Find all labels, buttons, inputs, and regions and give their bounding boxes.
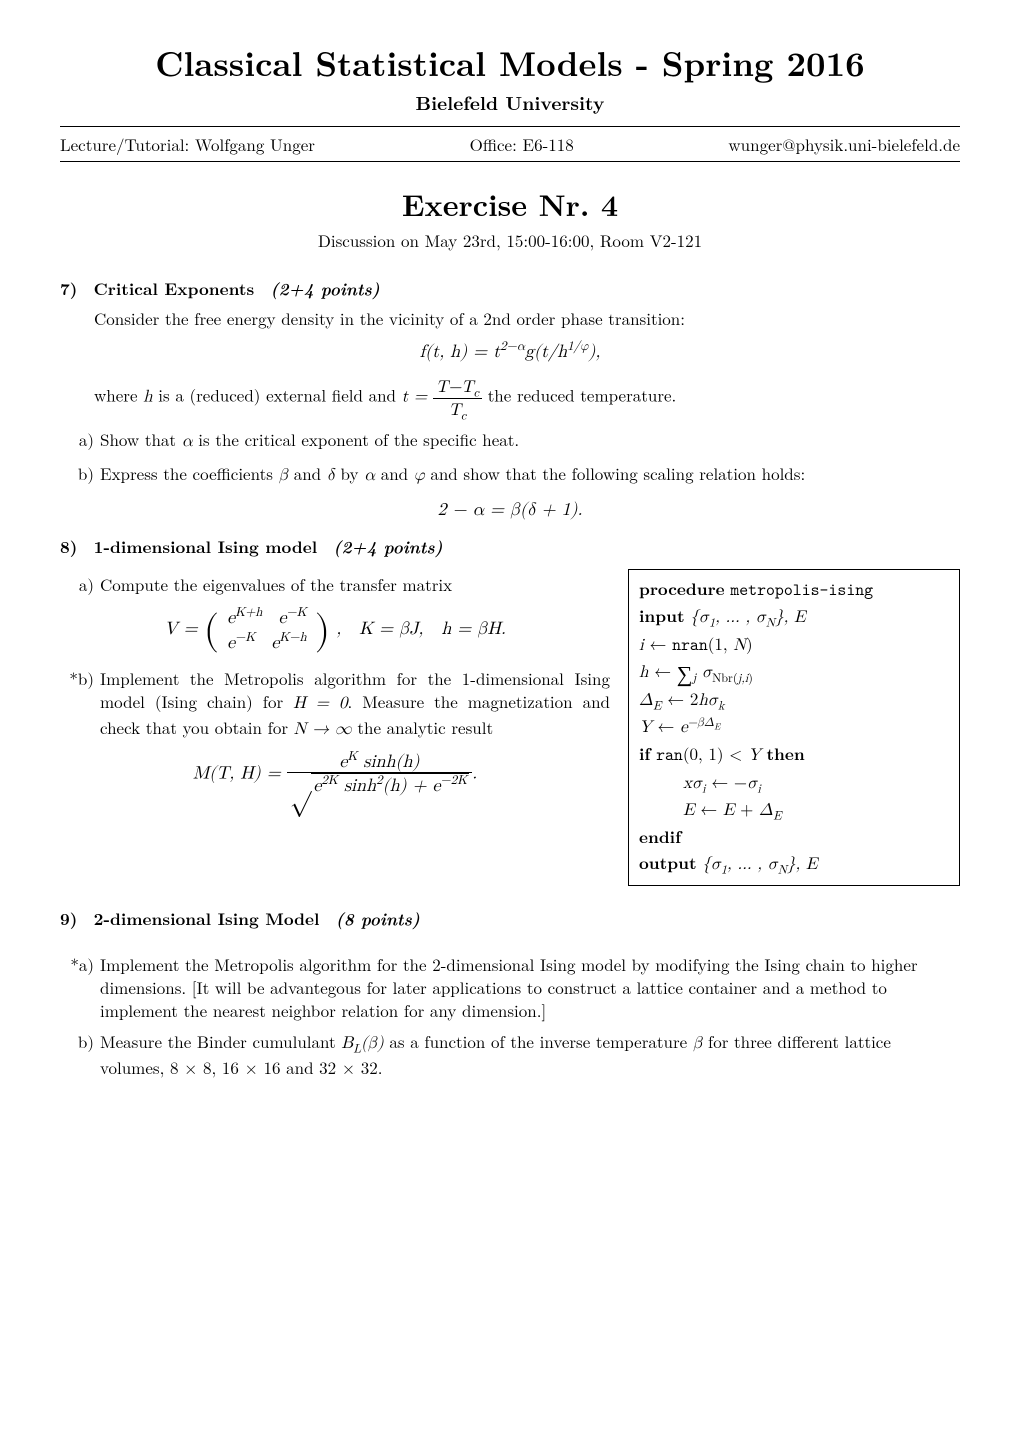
algo-l3: ΔE ← 2hσk — [639, 686, 949, 714]
q8a-text: Compute the eigenvalues of the transfer … — [100, 573, 610, 596]
q9b-label: b) — [60, 1030, 100, 1079]
q8-label: 8) — [60, 535, 77, 559]
q9b-text: Measure the Binder cumululant BL(β) as a… — [100, 1030, 960, 1079]
algorithm-box: procedure metropolis-ising input {σ1, … … — [628, 569, 960, 886]
q7-points: (2+4 points) — [271, 277, 380, 301]
rule-top — [60, 126, 960, 127]
q8b-text: Implement the Metropolis algorithm for t… — [100, 667, 610, 742]
q8-mth: M(T, H) = eK sinh(h) √e2K sinh2(h) + e−2… — [60, 752, 610, 797]
office: Office: E6-118 — [470, 133, 574, 156]
q7b-label: b) — [60, 462, 100, 488]
q7b: b) Express the coefficients β and δ by α… — [60, 462, 960, 488]
q7-eq1: f(t, h) = t2−αg(t/h1/φ), — [60, 340, 960, 364]
q8b-label: *b) — [60, 667, 100, 742]
q8-left-column: a) Compute the eigenvalues of the transf… — [60, 565, 610, 809]
kw-output: output — [639, 851, 697, 875]
kw-then: then — [766, 742, 804, 766]
q7-eq2: 2 − α = β(δ + 1). — [60, 498, 960, 522]
q8-heading: 8) 1-dimensional Ising model (2+4 points… — [60, 536, 960, 559]
q9-label: 9) — [60, 907, 77, 931]
algo-input: input {σ1, … , σN}, E — [639, 603, 949, 631]
email: wunger@physik.uni-bielefeld.de — [728, 133, 960, 156]
university-name: Bielefeld University — [60, 90, 960, 116]
q7-label: 7) — [60, 277, 77, 301]
rule-bottom — [60, 161, 960, 162]
q8-title: 1-dimensional Ising model — [94, 535, 317, 559]
q7b-text: Express the coefficients β and δ by α an… — [100, 462, 960, 488]
algo-proc: procedure metropolis-ising — [639, 576, 949, 603]
algo-l5: xσi ← −σi — [639, 769, 949, 797]
q7-intro: Consider the free energy density in the … — [94, 307, 960, 330]
algo-l2: h ← ∑j σNbr(j,i) — [639, 658, 949, 686]
q7-where: where h is a (reduced) external field an… — [94, 376, 960, 420]
algo-l1: i ← nran(1, N) — [639, 631, 949, 659]
info-row: Lecture/Tutorial: Wolfgang Unger Office:… — [60, 133, 960, 156]
q8-points: (2+4 points) — [333, 535, 442, 559]
algo-output: output {σ1, … , σN}, E — [639, 850, 949, 878]
q7-where-pre: where — [94, 383, 143, 407]
lecturer: Lecture/Tutorial: Wolfgang Unger — [60, 133, 315, 156]
kw-endif: endif — [639, 825, 681, 849]
q9-title: 2-dimensional Ising Model — [94, 907, 320, 931]
exercise-title: Exercise Nr. 4 — [60, 184, 960, 225]
algo-l6: E ← E + ΔE — [639, 796, 949, 824]
q8a: a) Compute the eigenvalues of the transf… — [60, 573, 610, 596]
q7a-text: Show that α is the critical exponent of … — [100, 428, 960, 454]
algo-proc-name: metropolis-ising — [730, 579, 873, 601]
exercise-subtitle: Discussion on May 23rd, 15:00-16:00, Roo… — [60, 229, 960, 252]
kw-if: if — [639, 742, 650, 766]
q7-title: Critical Exponents — [94, 277, 255, 301]
q8b: *b) Implement the Metropolis algorithm f… — [60, 667, 610, 742]
algo-l4: Y ← e−βΔE — [639, 713, 949, 741]
q9-heading: 9) 2-dimensional Ising Model (8 points) — [60, 908, 960, 931]
kw-input: input — [639, 604, 685, 628]
algo-if: if ran(0, 1) < Y then — [639, 741, 949, 769]
q9a-label: *a) — [60, 953, 100, 1022]
q7-where-post: the reduced temperature. — [482, 383, 676, 407]
q8-row: a) Compute the eigenvalues of the transf… — [60, 565, 960, 886]
q8-matrix: V = ( eK+he−K e−KeK−h ) , K = βJ, h = βH… — [60, 606, 610, 655]
q7a-label: a) — [60, 428, 100, 454]
q9-points: (8 points) — [336, 907, 420, 931]
q8a-label: a) — [60, 573, 100, 596]
algo-endif: endif — [639, 824, 949, 850]
q9a-text: Implement the Metropolis algorithm for t… — [100, 953, 960, 1022]
q9a: *a) Implement the Metropolis algorithm f… — [60, 953, 960, 1022]
q7-heading: 7) Critical Exponents (2+4 points) — [60, 278, 960, 301]
course-title: Classical Statistical Models - Spring 20… — [60, 40, 960, 86]
kw-procedure: procedure — [639, 577, 725, 601]
q9b: b) Measure the Binder cumululant BL(β) a… — [60, 1030, 960, 1079]
q7-where-mid: is a (reduced) external field and — [153, 383, 402, 407]
q7a: a) Show that α is the critical exponent … — [60, 428, 960, 454]
